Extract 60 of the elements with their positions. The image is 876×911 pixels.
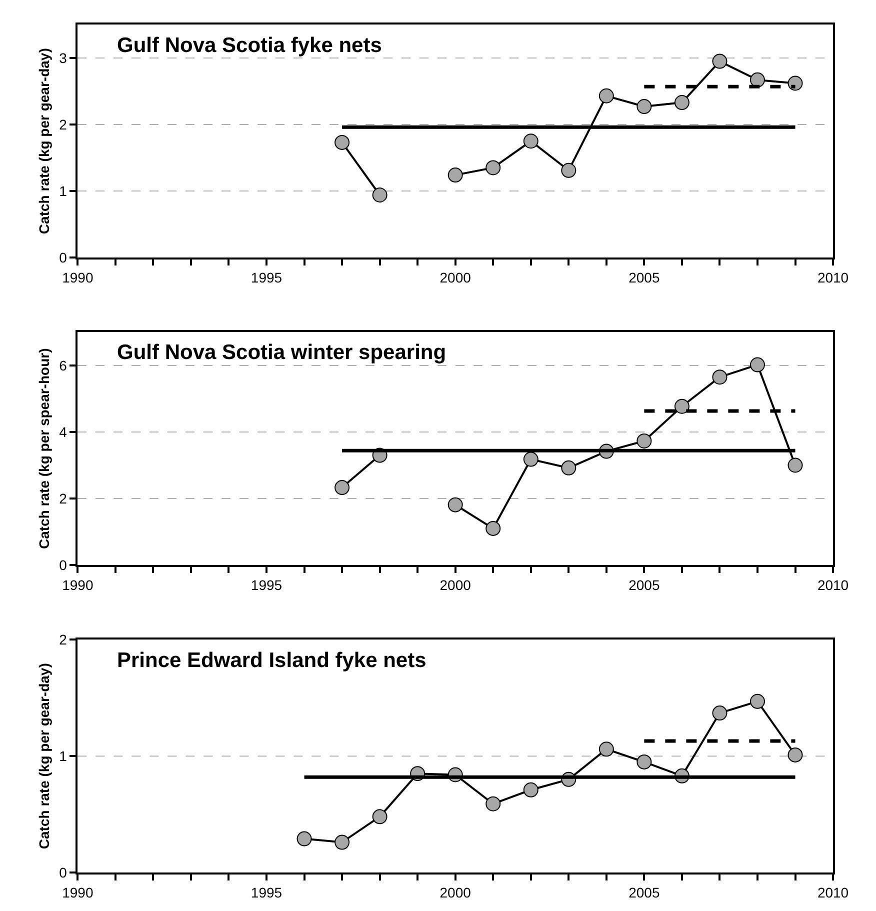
point [486, 160, 501, 176]
point [372, 809, 388, 824]
point [636, 433, 652, 448]
x-tick-label: 1990 [62, 884, 94, 900]
y-tick-label: 2 [59, 490, 68, 506]
point [750, 694, 765, 709]
x-tick-label: 2000 [440, 269, 472, 286]
point [296, 831, 312, 846]
x-tick-label: 2010 [817, 576, 849, 593]
y-tick-label: 0 [59, 864, 68, 880]
y-tick-label: 0 [59, 249, 68, 266]
point [712, 54, 728, 69]
x-tick-label: 2000 [440, 884, 472, 900]
x-tick-label: 2005 [628, 576, 660, 593]
point [523, 134, 538, 149]
point [561, 162, 576, 178]
point [523, 782, 538, 798]
chart-title: Prince Edward Island fyke nets [117, 649, 426, 672]
y-axis-title: Catch rate (kg per spear-hour) [36, 348, 52, 549]
x-tick-label: 2005 [628, 269, 660, 286]
point [712, 706, 728, 721]
point [561, 460, 576, 476]
point [788, 458, 803, 473]
point [674, 95, 690, 110]
x-tick-label: 1995 [250, 269, 282, 286]
point [750, 72, 765, 88]
point [712, 370, 728, 385]
chart-title: Gulf Nova Scotia fyke nets [117, 34, 382, 57]
point [448, 168, 463, 183]
x-tick-label: 1990 [62, 269, 94, 286]
point [674, 398, 690, 414]
point [788, 747, 803, 762]
x-tick-label: 2005 [628, 884, 660, 900]
point [636, 99, 652, 114]
y-tick-label: 3 [59, 50, 68, 66]
point [334, 834, 350, 850]
point [636, 754, 652, 770]
y-tick-label: 1 [59, 748, 68, 764]
y-tick-label: 4 [59, 424, 68, 440]
point [598, 88, 614, 104]
x-tick-label: 2010 [817, 884, 849, 900]
y-axis-title: Catch rate (kg per gear-day) [36, 663, 52, 850]
y-tick-label: 2 [59, 116, 68, 132]
y-tick-label: 2 [59, 632, 68, 648]
point [486, 520, 501, 536]
x-tick-label: 2010 [817, 269, 849, 286]
chart-title: Gulf Nova Scotia winter spearing [117, 341, 446, 364]
y-axis-title: Catch rate (kg per gear-day) [36, 48, 52, 234]
y-tick-label: 6 [59, 357, 68, 374]
x-tick-label: 2000 [440, 576, 472, 593]
point [486, 796, 501, 812]
point [523, 452, 538, 467]
x-tick-label: 1995 [250, 884, 282, 900]
point [598, 742, 614, 757]
x-tick-label: 1995 [250, 576, 282, 593]
point [750, 357, 765, 372]
point [448, 497, 463, 512]
x-tick-label: 1990 [62, 576, 94, 593]
y-tick-label: 1 [59, 182, 68, 199]
y-tick-label: 0 [59, 556, 68, 573]
